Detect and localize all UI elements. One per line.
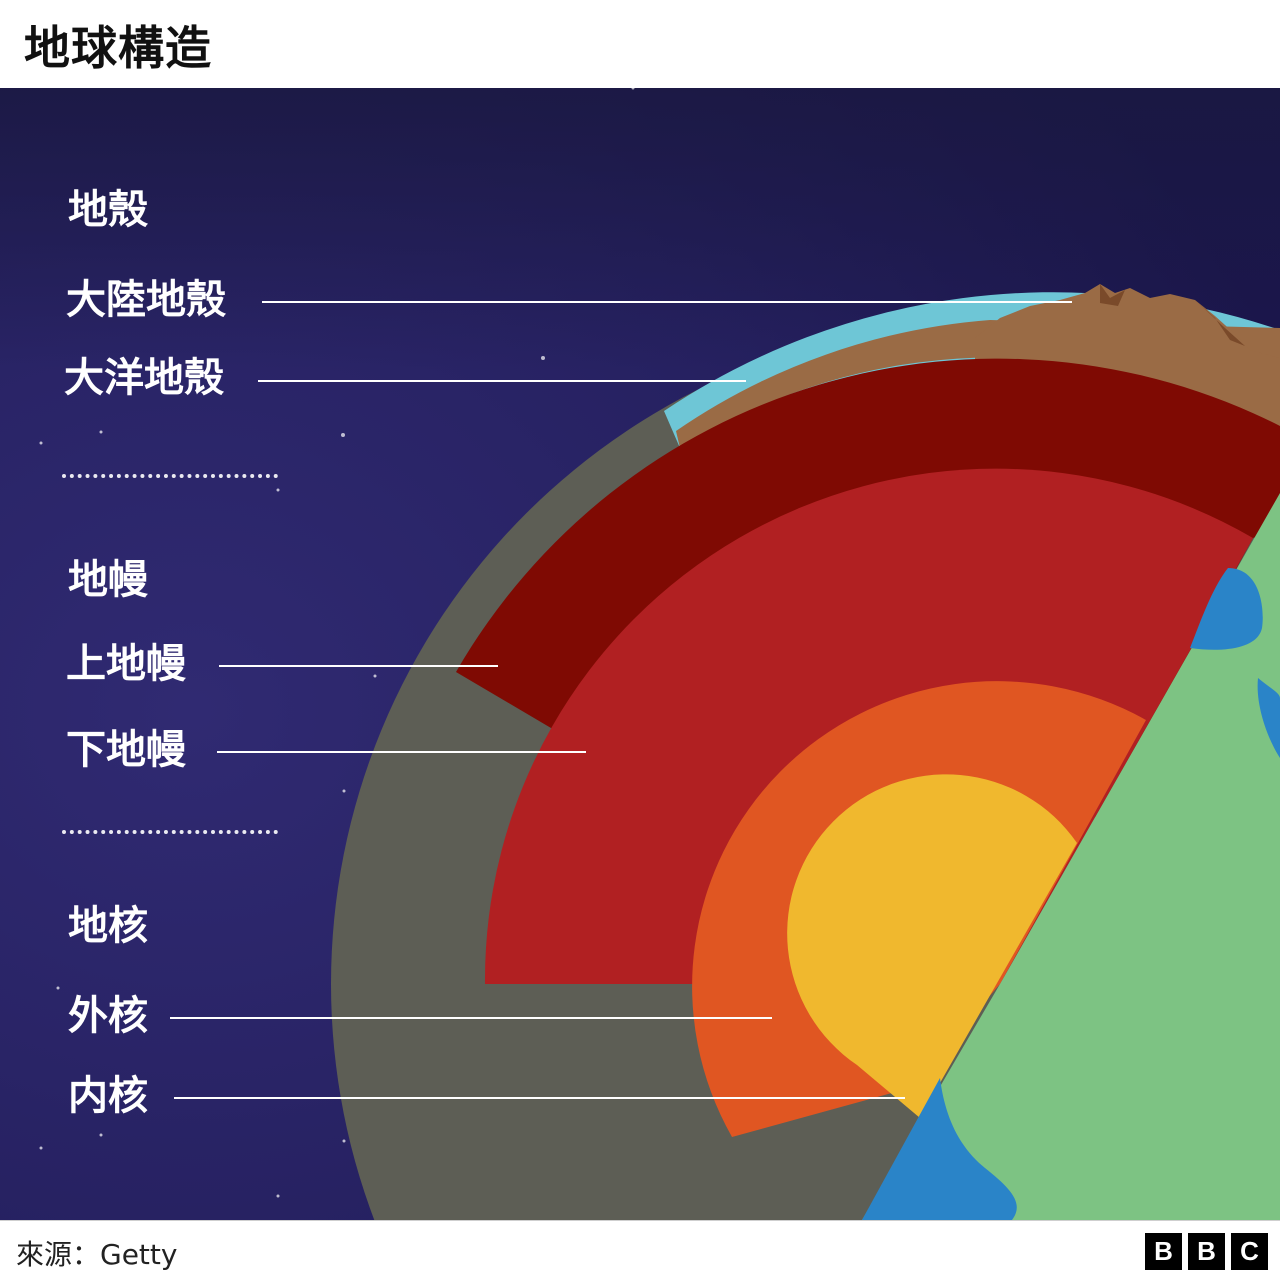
label-upper-mantle: 上地幔	[66, 641, 186, 687]
footer: 來源：Getty B B C	[0, 1220, 1280, 1281]
inner-core-layer	[787, 774, 1077, 1118]
earth-diagram: 地殼 大陸地殼 大洋地殼 地幔 上地幔 下地幔 地核 外核 内核	[0, 88, 1280, 1220]
earth-surface-ocean	[862, 1078, 1017, 1220]
source-credit: 來源：Getty	[16, 1238, 178, 1271]
heading-mantle: 地幔	[68, 557, 148, 603]
stars	[39, 88, 635, 1198]
bbc-logo: B B C	[1145, 1233, 1268, 1270]
label-continental-crust: 大陸地殼	[66, 277, 226, 323]
title-bar: 地球構造	[0, 0, 1280, 88]
label-inner-core: 内核	[68, 1073, 148, 1119]
label-oceanic-crust: 大洋地殼	[64, 355, 224, 401]
continental-crust-mountains	[975, 284, 1280, 428]
divider-dots	[62, 474, 278, 478]
bbc-logo-letter: C	[1231, 1233, 1268, 1270]
label-outer-core: 外核	[68, 993, 148, 1039]
bbc-logo-letter: B	[1145, 1233, 1182, 1270]
page-title: 地球構造	[24, 21, 212, 75]
divider-dots	[62, 830, 278, 834]
label-lower-mantle: 下地幔	[66, 727, 186, 773]
bbc-logo-letter: B	[1188, 1233, 1225, 1270]
earth-cross-section	[0, 88, 1280, 1220]
heading-core: 地核	[68, 903, 148, 949]
earth-surface-land	[862, 493, 1280, 1220]
heading-crust: 地殼	[68, 187, 148, 233]
